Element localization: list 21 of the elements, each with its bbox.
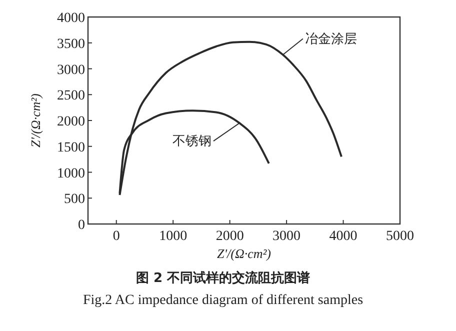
- y-tick-label: 3500: [57, 36, 85, 52]
- x-tick-label: 0: [112, 229, 120, 244]
- y-tick-label: 500: [64, 192, 85, 208]
- series-label: 不锈钢: [172, 134, 212, 150]
- text: Fig.2 AC impedance diagram of different samples: [82, 293, 364, 308]
- x-tick-label: 1000: [159, 229, 188, 244]
- y-tick-label: 3000: [57, 62, 85, 78]
- x-tick-label: 4000: [329, 229, 358, 244]
- y-tick-label: 1000: [57, 166, 85, 182]
- y-tick-label: 4000: [57, 11, 85, 26]
- legend-label: 冶金涂层: [304, 32, 357, 47]
- y-tick-label: 1500: [57, 140, 85, 156]
- y-tick-label: 0: [78, 218, 85, 233]
- x-tick-label: 3000: [272, 229, 301, 244]
- y-tick-label: 2500: [57, 88, 85, 104]
- x-tick-label: 5000: [386, 229, 414, 244]
- y-axis-title: Z'/(Ω·cm²): [28, 94, 43, 148]
- x-axis-title: Z'/(Ω·cm²): [217, 246, 271, 261]
- x-tick-label: 2000: [216, 229, 244, 244]
- y-tick-label: 2000: [57, 114, 85, 130]
- text: 图 2 不同试样的交流阻抗图谱: [136, 270, 310, 286]
